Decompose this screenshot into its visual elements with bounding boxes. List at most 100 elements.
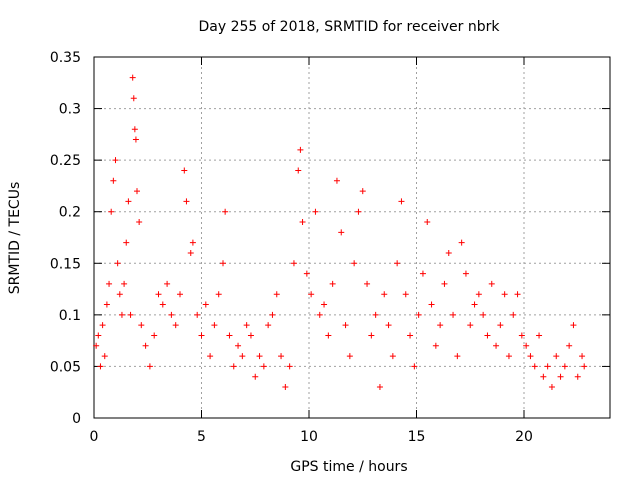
x-tick-label: 5 [197, 429, 206, 445]
data-point [329, 280, 336, 287]
data-point [368, 332, 375, 339]
data-point [581, 363, 588, 370]
x-tick-label: 10 [300, 429, 318, 445]
y-tick-label: 0.25 [50, 153, 81, 169]
data-point [303, 270, 310, 277]
data-point [187, 249, 194, 256]
data-point [252, 373, 259, 380]
data-point [290, 260, 297, 267]
data-point [260, 363, 267, 370]
data-point [108, 208, 115, 215]
data-point [505, 353, 512, 360]
data-point [273, 291, 280, 298]
y-tick-label: 0.1 [59, 308, 81, 324]
data-point [338, 229, 345, 236]
data-point [123, 239, 130, 246]
data-point [101, 353, 108, 360]
data-point [134, 188, 140, 195]
data-point [480, 311, 487, 318]
data-point [381, 291, 388, 298]
data-point [333, 177, 340, 184]
data-point [207, 353, 214, 360]
data-point [424, 219, 431, 226]
data-point [561, 363, 568, 370]
data-point [432, 342, 439, 349]
data-point [121, 280, 128, 287]
data-point [198, 332, 205, 339]
y-tick-label: 0.35 [50, 50, 81, 66]
data-point [129, 74, 136, 81]
data-point [372, 311, 379, 318]
data-point [514, 291, 521, 298]
data-point [103, 301, 110, 308]
data-point [531, 363, 538, 370]
data-point [130, 95, 137, 102]
y-tick-label: 0 [72, 411, 81, 427]
data-point [202, 301, 209, 308]
data-point [574, 373, 581, 380]
data-point [402, 291, 409, 298]
data-point [346, 353, 353, 360]
data-point [462, 270, 469, 277]
data-point [428, 301, 435, 308]
data-point [411, 363, 418, 370]
y-tick-label: 0.05 [50, 359, 81, 375]
data-point [247, 332, 254, 339]
data-point [467, 322, 474, 329]
data-point [540, 373, 547, 380]
data-point [312, 208, 319, 215]
data-point [189, 239, 196, 246]
data-point [376, 384, 383, 391]
data-point [194, 311, 201, 318]
data-point [220, 260, 226, 267]
data-point [146, 363, 153, 370]
data-point [177, 291, 183, 298]
data-point [458, 239, 465, 246]
data-point [226, 332, 233, 339]
data-point [269, 311, 276, 318]
data-point [398, 198, 405, 205]
data-point [131, 126, 138, 133]
data-point [118, 311, 125, 318]
data-point [321, 301, 328, 308]
data-point [112, 157, 119, 164]
data-point [235, 342, 242, 349]
data-point [497, 322, 504, 329]
data-point [125, 198, 132, 205]
data-point [484, 332, 491, 339]
data-point [325, 332, 332, 339]
data-point [239, 353, 246, 360]
y-axis-label: SRMTID / TECUs [7, 182, 23, 295]
data-point [136, 219, 143, 226]
y-tick-label: 0.2 [59, 205, 81, 221]
data-point [437, 322, 444, 329]
data-point [282, 384, 289, 391]
data-point [168, 311, 175, 318]
data-point [471, 301, 478, 308]
data-point [523, 342, 530, 349]
data-point [445, 249, 452, 256]
data-point [256, 353, 263, 360]
data-point [342, 322, 349, 329]
axes [93, 56, 611, 419]
data-point [151, 332, 158, 339]
data-point [544, 363, 551, 370]
x-axis-label: GPS time / hours [290, 459, 407, 475]
data-point [510, 311, 517, 318]
data-point [110, 177, 117, 184]
data-point [355, 208, 362, 215]
data-point [215, 291, 222, 298]
data-point [441, 280, 448, 287]
x-tick-label: 0 [90, 429, 99, 445]
x-ticks: 0 5 10 15 20 [90, 57, 533, 445]
data-point [230, 363, 237, 370]
data-point [415, 311, 422, 318]
chart-title: Day 255 of 2018, SRMTID for receiver nbr… [198, 19, 500, 35]
plot-border [93, 56, 611, 419]
data-point [181, 167, 188, 174]
data-point [243, 322, 250, 329]
data-point [579, 353, 586, 360]
data-point [501, 291, 508, 298]
y-tick-label: 0.15 [50, 256, 81, 272]
data-point [211, 322, 218, 329]
